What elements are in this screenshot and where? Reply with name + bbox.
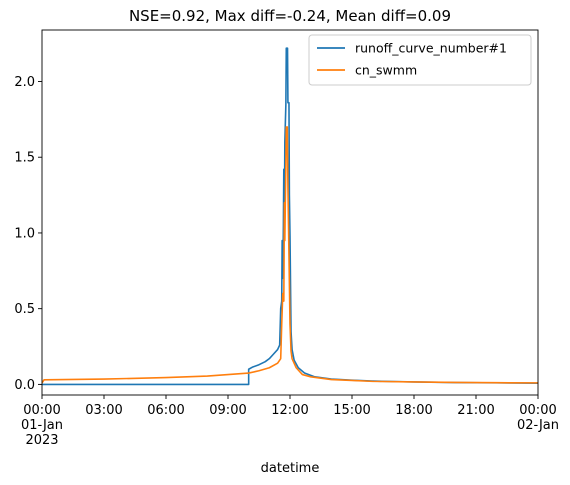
x-tick-label: 09:00: [209, 403, 246, 418]
x-tick-label-line: 2023: [25, 433, 58, 448]
x-tick-label: 21:00: [457, 403, 494, 418]
series-line-2: [42, 126, 538, 384]
x-tick-label: 12:00: [271, 403, 308, 418]
x-tick-label-line: 02-Jan: [517, 418, 559, 433]
y-tick-label: 0.0: [14, 378, 35, 393]
y-tick-label: 0.5: [14, 302, 35, 317]
x-tick-label-line: 21:00: [457, 403, 494, 418]
x-tick-label-line: 01-Jan: [21, 418, 63, 433]
y-tick-label: 1.5: [14, 151, 35, 166]
x-tick-label-line: 09:00: [209, 403, 246, 418]
y-tick-label: 2.0: [14, 75, 35, 90]
x-tick-label-line: 15:00: [333, 403, 370, 418]
x-tick-label: 18:00: [395, 403, 432, 418]
x-axis-label: datetime: [261, 461, 320, 476]
legend-label-1: runoff_curve_number#1: [355, 41, 507, 56]
x-tick-label: 06:00: [147, 403, 184, 418]
x-tick-label-line: 00:00: [23, 403, 60, 418]
x-tick-label: 00:00 02-Jan: [517, 403, 559, 433]
x-tick-label-line: 03:00: [85, 403, 122, 418]
x-tick-label-line: 18:00: [395, 403, 432, 418]
y-tick-label: 1.0: [14, 226, 35, 241]
x-tick-label-line: 00:00: [519, 403, 556, 418]
x-tick-label-line: 06:00: [147, 403, 184, 418]
legend-box: [308, 34, 532, 86]
x-tick-label: 03:00: [85, 403, 122, 418]
x-tick-label-line: 12:00: [271, 403, 308, 418]
x-tick-label: 15:00: [333, 403, 370, 418]
chart-title: NSE=0.92, Max diff=-0.24, Mean diff=0.09: [129, 7, 451, 25]
legend-label-2: cn_swmm: [355, 63, 417, 78]
x-tick-label: 00:00 01-Jan 2023: [21, 403, 63, 448]
